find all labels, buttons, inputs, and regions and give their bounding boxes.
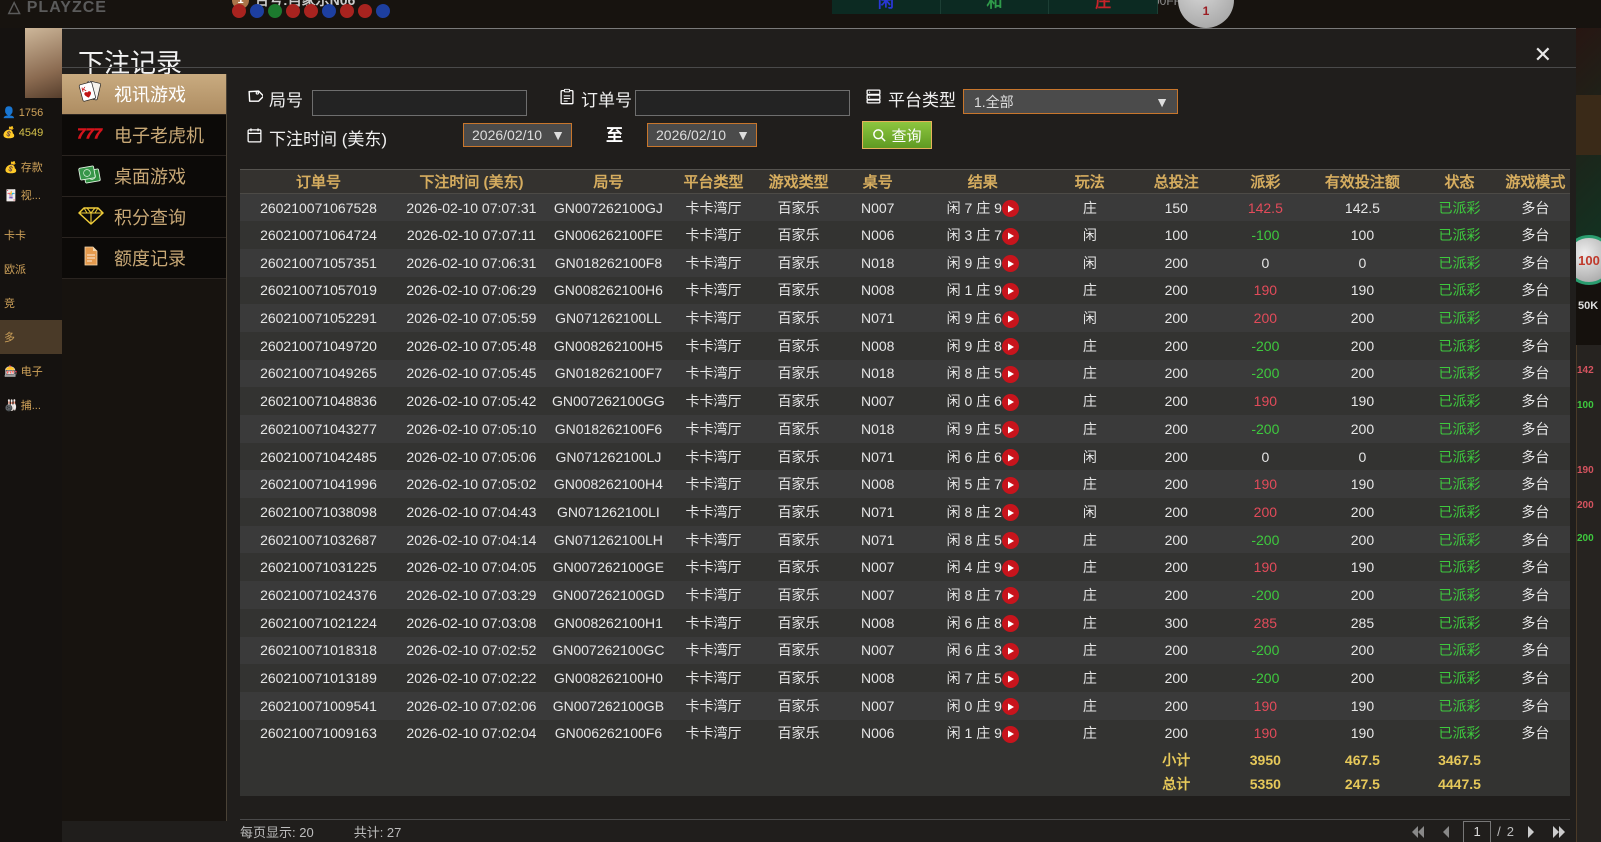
svg-text:777: 777: [78, 125, 103, 142]
